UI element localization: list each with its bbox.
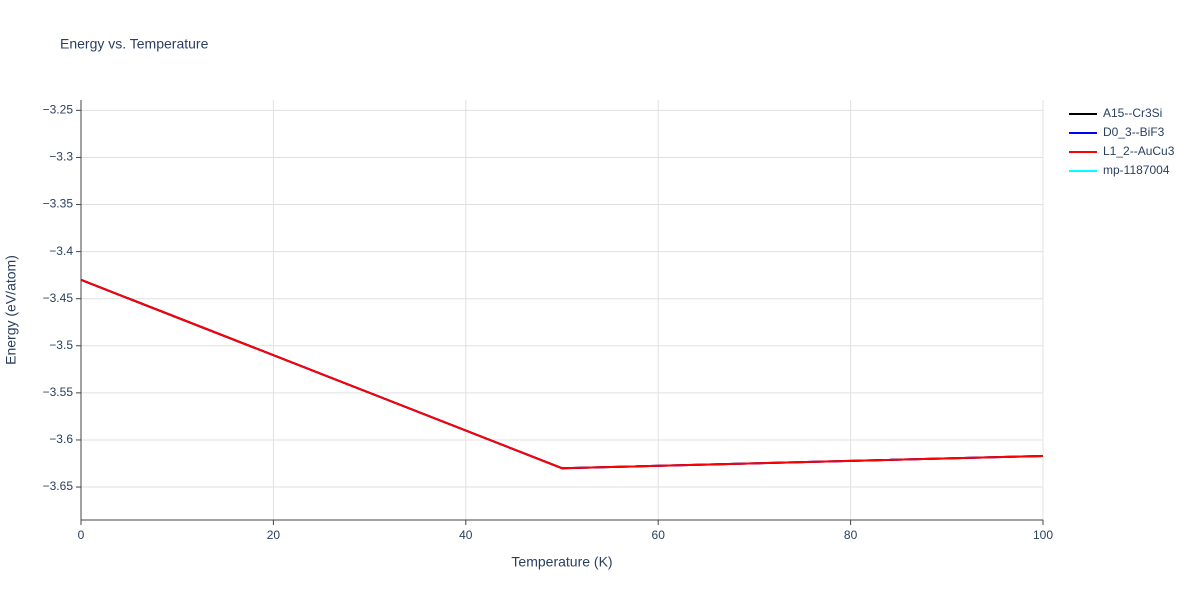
x-tick-label: 80 — [844, 528, 858, 542]
legend-label: A15--Cr3Si — [1103, 106, 1162, 120]
y-tick-label: −3.3 — [49, 150, 73, 164]
y-axis-label: Energy (eV/atom) — [3, 255, 19, 365]
legend-label: D0_3--BiF3 — [1103, 125, 1165, 139]
x-tick-label: 20 — [267, 528, 281, 542]
chart-title: Energy vs. Temperature — [60, 36, 209, 52]
y-tick-label: −3.45 — [43, 291, 74, 305]
line-series — [80, 278, 1044, 470]
y-tick-label: −3.4 — [49, 244, 73, 258]
y-tick-label: −3.5 — [49, 338, 73, 352]
y-tick-label: −3.25 — [43, 103, 74, 117]
y-tick-label: −3.35 — [43, 197, 74, 211]
legend-label: L1_2--AuCu3 — [1103, 144, 1175, 158]
x-tick-label: 40 — [459, 528, 473, 542]
x-tick-label: 100 — [1033, 528, 1053, 542]
y-tick-label: −3.55 — [43, 385, 74, 399]
y-tick-label: −3.6 — [49, 432, 73, 446]
x-tick-label: 0 — [78, 528, 85, 542]
y-tick-label: −3.65 — [43, 479, 74, 493]
x-tick-label: 60 — [652, 528, 666, 542]
x-axis-label: Temperature (K) — [511, 554, 612, 570]
legend-label: mp-1187004 — [1103, 163, 1170, 177]
